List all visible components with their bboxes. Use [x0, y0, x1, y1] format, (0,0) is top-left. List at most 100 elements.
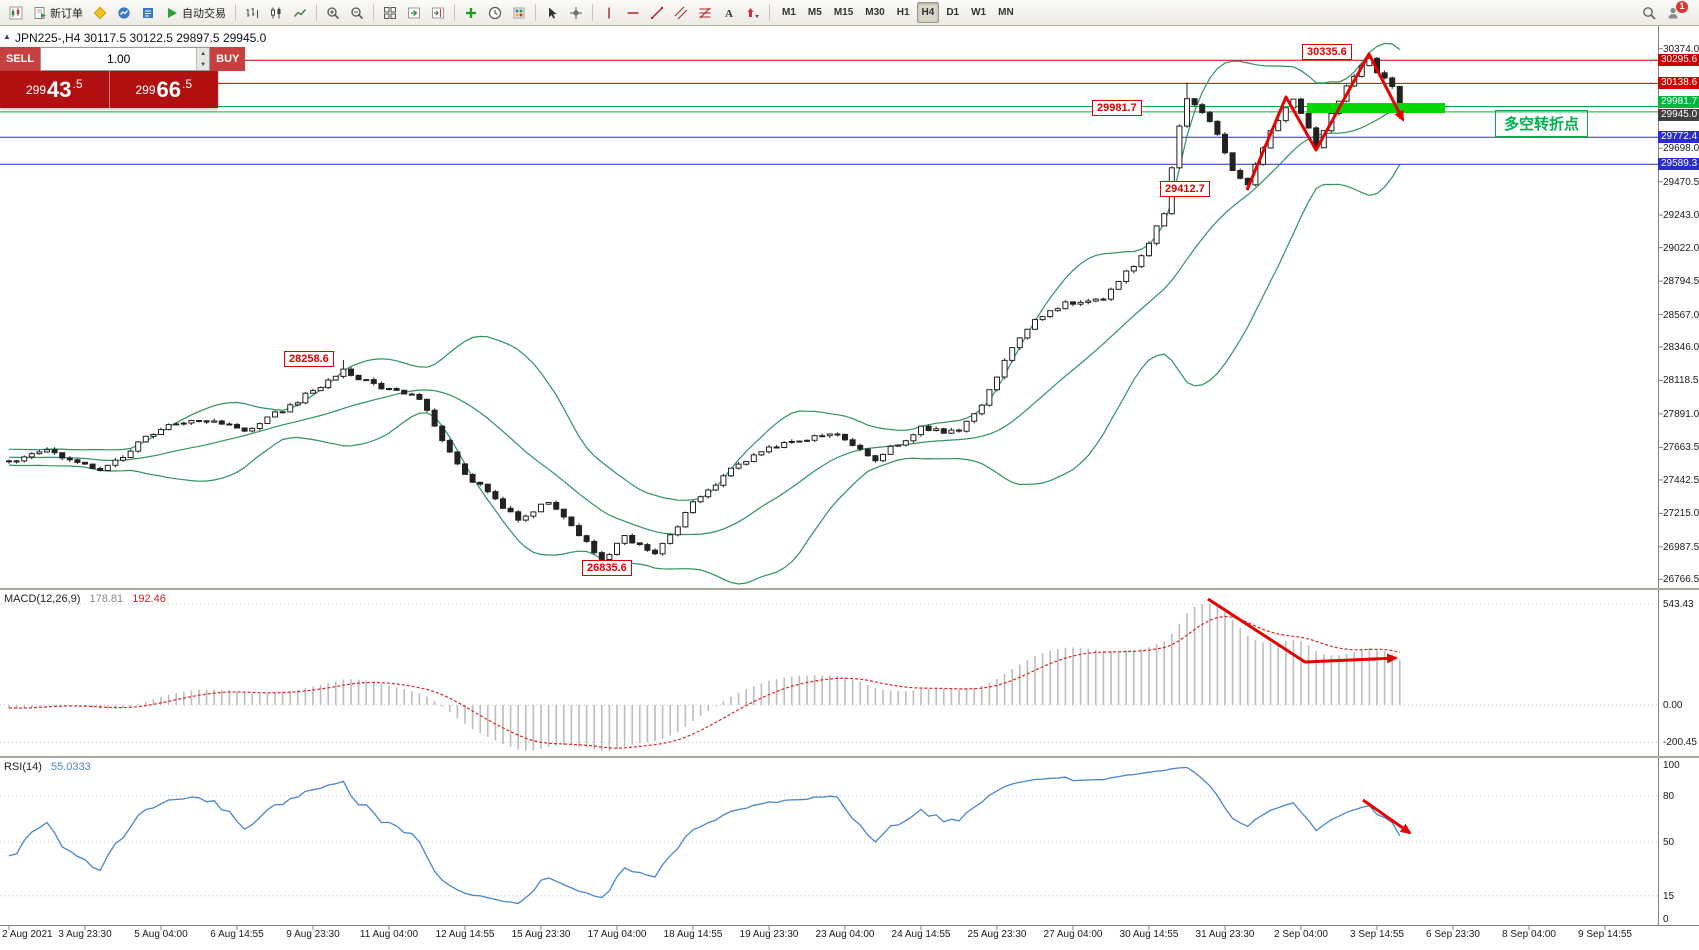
buy-button[interactable]: BUY: [210, 47, 246, 71]
channel-icon: [674, 6, 688, 20]
price-label[interactable]: 26835.6: [582, 560, 632, 576]
price-label[interactable]: 29412.7: [1160, 181, 1210, 197]
one-click-collapse-icon[interactable]: ▲: [3, 32, 11, 41]
lot-spinner: ▲ ▼: [196, 48, 210, 70]
time-label: 3 Aug 23:30: [58, 929, 112, 940]
zoom-in-button[interactable]: [322, 2, 344, 23]
sell-button[interactable]: SELL: [0, 47, 41, 71]
template-icon: [512, 6, 526, 20]
timeframe-d1[interactable]: D1: [941, 2, 964, 23]
price-scale[interactable]: 30374.0 29698.0 29470.5 29243.0 29022.0 28794…: [1658, 0, 1699, 945]
auto-scroll-button[interactable]: [403, 2, 425, 23]
cursor-button[interactable]: [541, 2, 563, 23]
macd-name: MACD(12,26,9): [4, 593, 81, 605]
macd-panel[interactable]: [0, 591, 1658, 756]
toolbar-separator: [535, 4, 536, 21]
lot-increase-icon[interactable]: ▲: [197, 48, 210, 59]
fibonacci-button[interactable]: [694, 2, 716, 23]
price-tick: 26987.5: [1663, 541, 1699, 553]
chart-candles-icon: [9, 6, 23, 20]
timeframe-m1[interactable]: M1: [777, 2, 801, 23]
periods-button[interactable]: [484, 2, 506, 23]
search-button[interactable]: [1638, 2, 1660, 23]
rsi-value: 55.0333: [50, 761, 91, 773]
price-line-badge: 30138.6: [1658, 77, 1699, 90]
chart-shift-button[interactable]: [427, 2, 449, 23]
data-window-icon: [141, 6, 155, 20]
panel-divider[interactable]: [0, 756, 1699, 758]
price-tick: 27442.5: [1663, 474, 1699, 486]
arrows-tool-button[interactable]: [742, 2, 764, 23]
text-label-button[interactable]: A: [718, 2, 740, 23]
timeframe-w1[interactable]: W1: [966, 2, 991, 23]
rsi-tick: 0: [1663, 914, 1669, 925]
templates-button[interactable]: [508, 2, 530, 23]
timeframe-h1[interactable]: H1: [892, 2, 915, 23]
candles-icon: [269, 6, 283, 20]
trendline-button[interactable]: [646, 2, 668, 23]
new-order-label: 新订单: [50, 7, 83, 20]
time-label: 17 Aug 04:00: [587, 929, 647, 940]
price-line-badge: 30295.6: [1658, 54, 1699, 67]
notifications-button[interactable]: 1: [1662, 1, 1688, 23]
bars-icon: [245, 6, 259, 20]
timeframe-m30[interactable]: M30: [860, 2, 889, 23]
timeframe-m5[interactable]: M5: [803, 2, 827, 23]
main-chart-panel[interactable]: [0, 26, 1658, 588]
timeframe-mn[interactable]: MN: [993, 2, 1019, 23]
time-label: 6 Aug 14:55: [210, 929, 264, 940]
macd-indicator-label: MACD(12,26,9) 178.81 192.46: [4, 593, 166, 605]
zoom-out-icon: [350, 6, 364, 20]
rsi-name: RSI(14): [4, 761, 42, 773]
rsi-tick: 100: [1663, 760, 1680, 771]
price-tick: 29243.0: [1663, 210, 1699, 222]
price-tick: 29470.5: [1663, 176, 1699, 188]
rsi-tick: 50: [1663, 837, 1675, 848]
autotrading-button[interactable]: 自动交易: [161, 2, 230, 23]
line-chart-button[interactable]: [289, 2, 311, 23]
price-tick: 28567.0: [1663, 309, 1699, 321]
data-window-button[interactable]: [137, 2, 159, 23]
indicators-icon: [464, 6, 478, 20]
buy-price[interactable]: 299 66.5: [108, 71, 219, 108]
price-label[interactable]: 30335.6: [1302, 44, 1352, 60]
shift-icon: [431, 6, 445, 20]
zoom-out-button[interactable]: [346, 2, 368, 23]
timeframe-m15[interactable]: M15: [829, 2, 858, 23]
time-label: 6 Sep 23:30: [1426, 929, 1480, 940]
panel-divider[interactable]: [0, 588, 1699, 590]
market-watch-button[interactable]: [113, 2, 135, 23]
horizontal-line-button[interactable]: [622, 2, 644, 23]
chart-note-text[interactable]: 多空转折点: [1495, 110, 1589, 137]
cursor-icon: [545, 6, 559, 20]
price-tick: 29022.0: [1663, 242, 1699, 254]
rsi-tick: 80: [1663, 790, 1675, 802]
indicators-button[interactable]: [460, 2, 482, 23]
lot-size-input[interactable]: [41, 48, 197, 70]
tile-windows-button[interactable]: [379, 2, 401, 23]
time-label: 12 Aug 14:55: [435, 929, 495, 940]
time-scale[interactable]: 2 Aug 2021 3 Aug 23:30 5 Aug 04:00 6 Aug 14…: [0, 926, 1658, 945]
crosshair-icon: [569, 6, 583, 20]
rsi-panel[interactable]: [0, 759, 1658, 925]
crosshair-button[interactable]: [565, 2, 587, 23]
candlestick-chart-button[interactable]: [265, 2, 287, 23]
price-label[interactable]: 29981.7: [1092, 100, 1142, 116]
vertical-line-button[interactable]: [598, 2, 620, 23]
metaeditor-button[interactable]: [89, 2, 111, 23]
time-label: 19 Aug 23:30: [739, 929, 799, 940]
new-order-button[interactable]: 新订单: [29, 2, 87, 23]
bar-chart-button[interactable]: [241, 2, 263, 23]
macd-tick: -200.45: [1663, 737, 1697, 749]
equidistant-channel-button[interactable]: [670, 2, 692, 23]
toolbar-separator: [373, 4, 374, 21]
price-label[interactable]: 28258.6: [284, 351, 334, 367]
symbol-header: JPN225-,H4 30117.5 30122.5 29897.5 29945…: [15, 31, 266, 45]
text-icon: A: [722, 6, 736, 20]
sell-price[interactable]: 299 43.5: [0, 71, 109, 108]
chart-window-button[interactable]: [5, 2, 27, 23]
lot-decrease-icon[interactable]: ▼: [197, 59, 210, 70]
timeframe-h4[interactable]: H4: [916, 2, 940, 23]
time-label: 5 Aug 04:00: [134, 929, 188, 940]
